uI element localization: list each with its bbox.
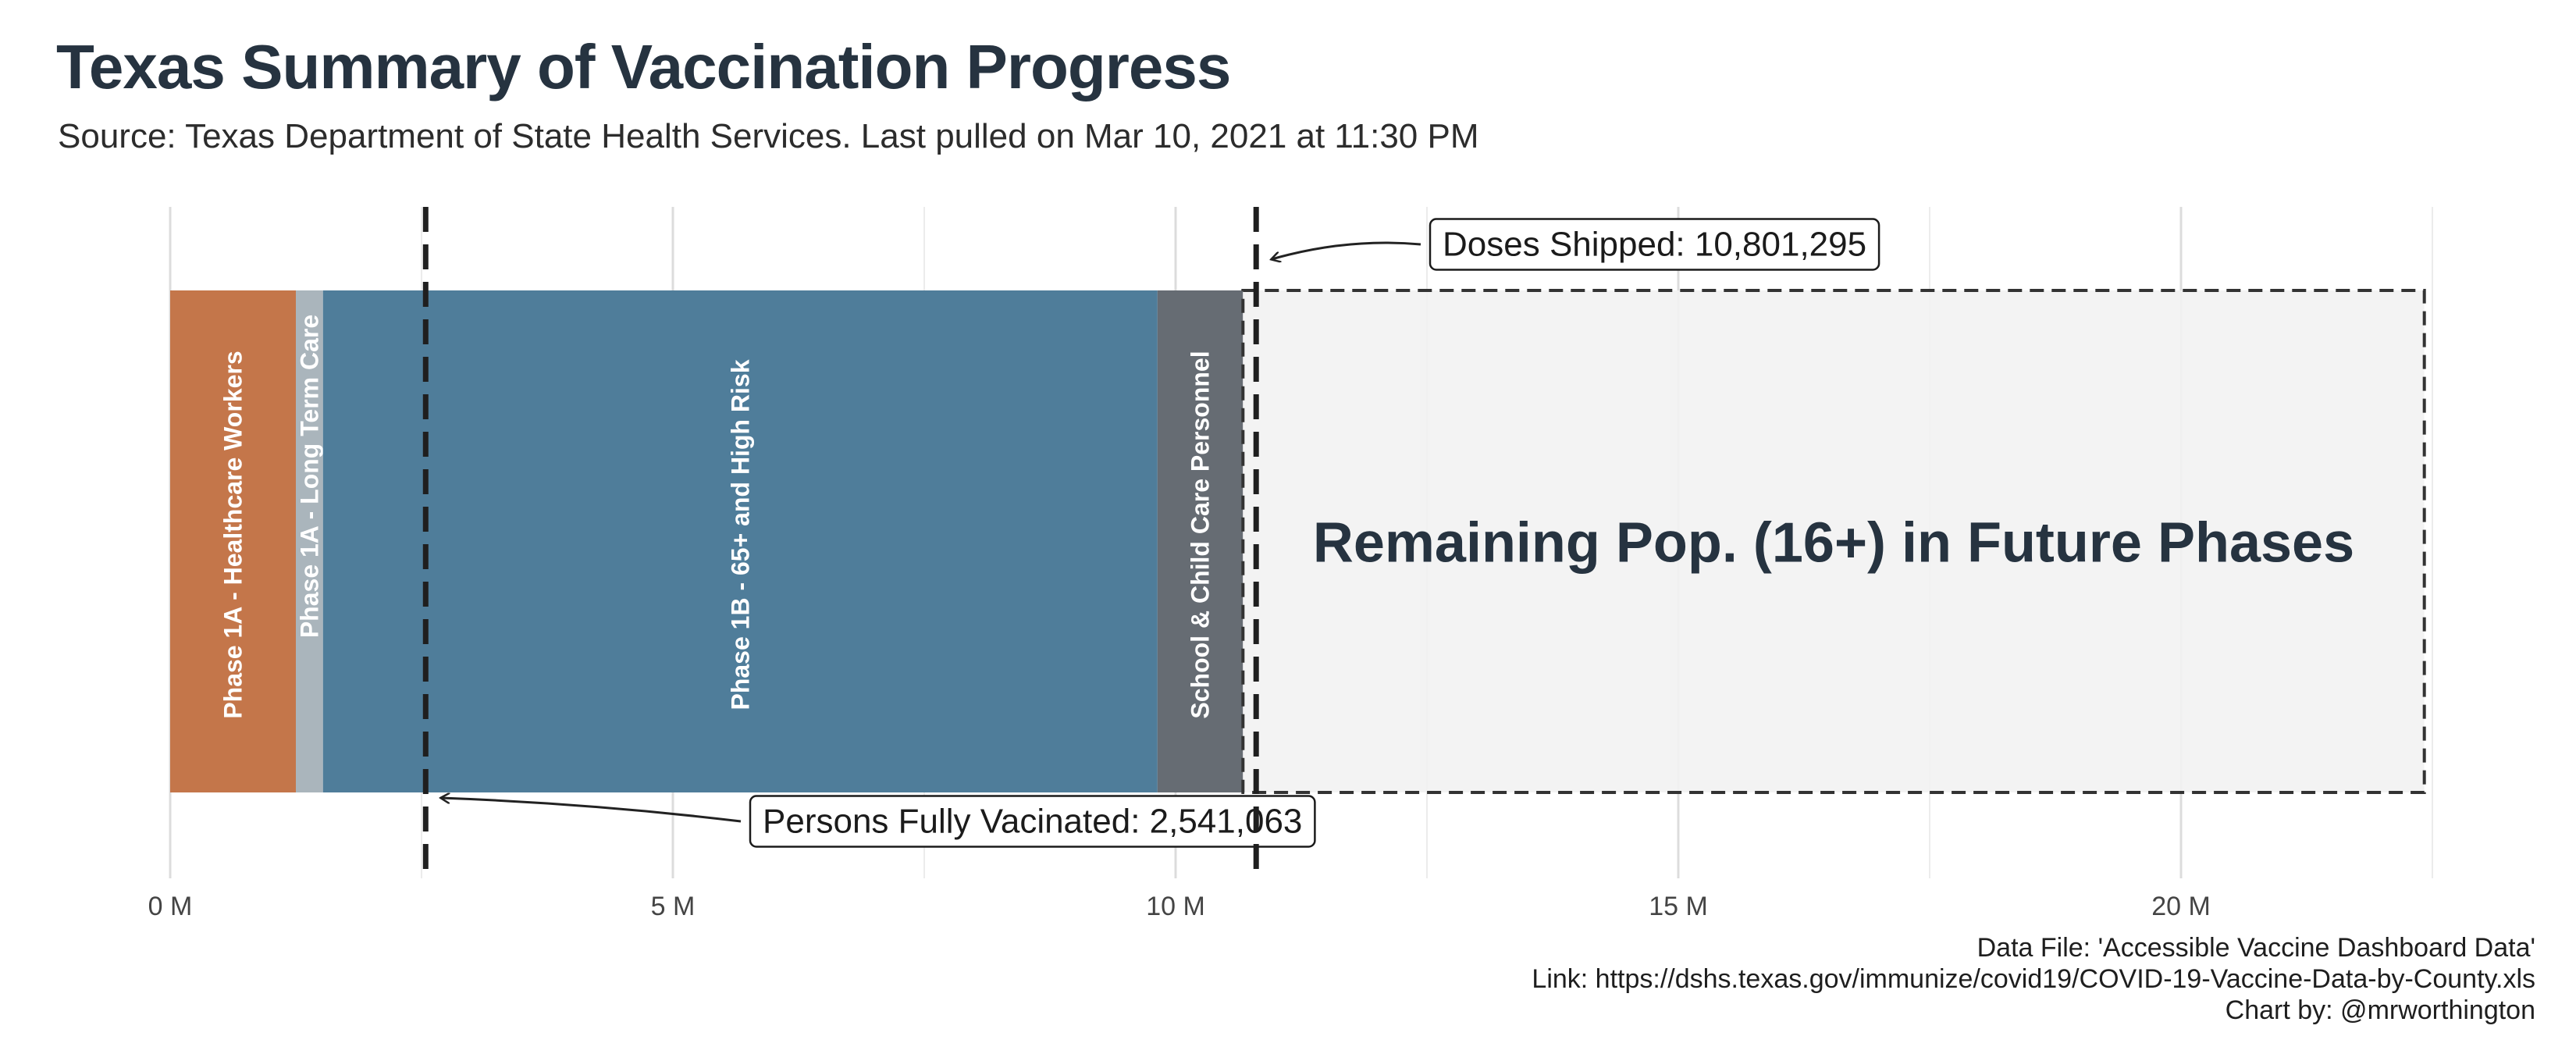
reference-arrow	[441, 798, 742, 823]
x-tick-label: 15 M	[1649, 892, 1708, 921]
segment-label: Remaining Pop. (16+) in Future Phases	[1313, 512, 2354, 575]
reference-label: Doses Shipped: 10,801,295	[1443, 226, 1866, 264]
chart-credits: Data File: 'Accessible Vaccine Dashboard…	[1532, 932, 2535, 1026]
data-file-note: Data File: 'Accessible Vaccine Dashboard…	[1976, 933, 2535, 963]
segment-label: Phase 1B - 65+ and High Risk	[726, 359, 754, 710]
bar-segment	[322, 290, 1158, 792]
x-tick-label: 0 M	[148, 892, 193, 921]
x-tick-label: 10 M	[1146, 892, 1205, 921]
segment-label: Phase 1A - Healthcare Workers	[219, 351, 247, 718]
author-credit: Chart by: @mrworthington	[2225, 995, 2535, 1025]
reference-arrow	[1272, 241, 1421, 259]
segment-label: Phase 1A - Long Term Care	[295, 315, 323, 638]
chart-subtitle: Source: Texas Department of State Health…	[58, 117, 1479, 155]
bar-segment	[296, 290, 323, 792]
bar-segment-remaining	[1241, 289, 2426, 794]
chart-title: Texas Summary of Vaccination Progress	[56, 32, 1231, 101]
reference-label-box	[1429, 218, 1880, 271]
x-tick-label: 5 M	[651, 892, 696, 921]
data-link-note: Link: https://dshs.texas.gov/immunize/co…	[1532, 964, 2535, 994]
bar-segment	[170, 290, 296, 792]
x-tick-label: 20 M	[2151, 892, 2211, 921]
reference-label-box	[749, 795, 1316, 848]
reference-label: Persons Fully Vacinated: 2,541,063	[763, 803, 1302, 841]
segment-label: School & Child Care Personnel	[1187, 351, 1215, 718]
bar-segment	[1157, 290, 1244, 792]
